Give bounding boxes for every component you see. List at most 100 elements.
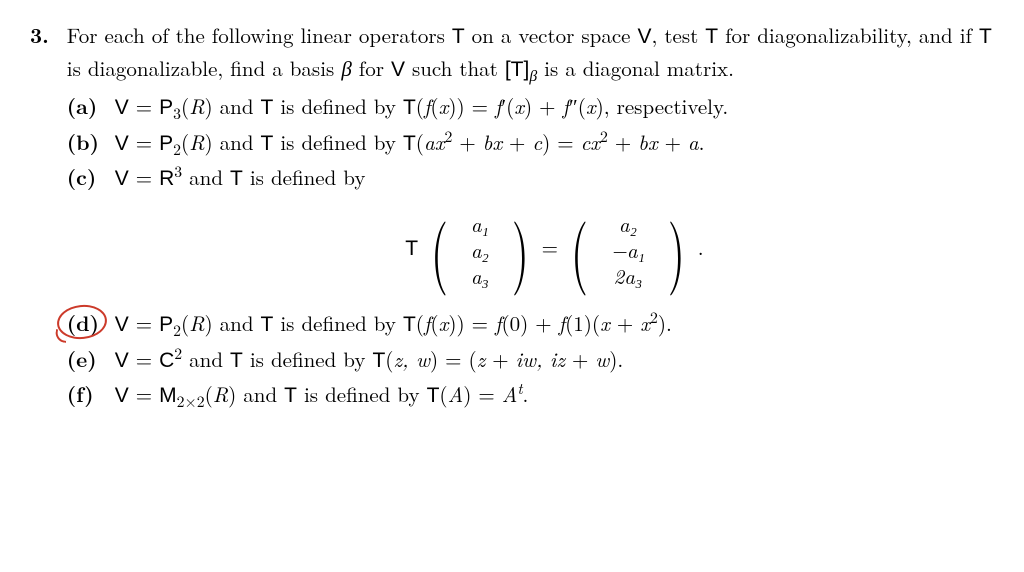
sym-V: V bbox=[115, 349, 129, 372]
part-label: (b) bbox=[67, 127, 101, 160]
txt: ) = bbox=[542, 127, 581, 157]
sym-M: M bbox=[159, 384, 177, 407]
sym-cx: cx bbox=[581, 127, 600, 157]
sup: 3 bbox=[174, 159, 182, 182]
stem-beta-sub: β bbox=[529, 63, 537, 86]
entry: a₂ bbox=[469, 237, 491, 263]
sym-x: x bbox=[600, 308, 610, 338]
dprime: ″ bbox=[569, 91, 578, 121]
txt: is defined by bbox=[297, 379, 427, 409]
sym-ax: ax bbox=[424, 127, 444, 157]
stem-text: , test bbox=[652, 20, 706, 50]
part-label: (d) bbox=[67, 308, 101, 341]
txt: + bbox=[608, 127, 638, 157]
txt: = bbox=[129, 308, 159, 338]
sym-P: P bbox=[159, 313, 173, 336]
txt: ). bbox=[658, 308, 672, 338]
txt: ( bbox=[416, 91, 424, 121]
txt: = bbox=[129, 379, 159, 409]
sym-bx: bx bbox=[483, 127, 502, 157]
sub: 2 bbox=[173, 318, 181, 341]
sym-x: x bbox=[514, 91, 524, 121]
txt: . bbox=[523, 379, 529, 409]
stem-text: such that bbox=[405, 53, 505, 83]
equals: = bbox=[542, 231, 565, 261]
sym-T: T bbox=[403, 96, 416, 119]
txt: is defined by bbox=[243, 344, 373, 374]
sym-V: V bbox=[115, 384, 129, 407]
sym-T: T bbox=[427, 384, 440, 407]
txt: = bbox=[129, 344, 159, 374]
column-vector-rhs: ( a₂ −a₁ 2a₃ ) bbox=[565, 209, 691, 292]
problem-number: 3. bbox=[30, 20, 49, 412]
stem-text: on a vector space bbox=[465, 20, 638, 50]
sym-z: z bbox=[477, 344, 486, 374]
txt: (1)( bbox=[565, 308, 600, 338]
sym-T: T bbox=[284, 384, 297, 407]
part-label: (a) bbox=[67, 91, 101, 124]
txt: ( bbox=[181, 127, 189, 157]
txt: = bbox=[129, 162, 159, 192]
sym-V: V bbox=[115, 132, 129, 155]
part-label: (c) bbox=[67, 162, 101, 305]
sym-V: V bbox=[115, 313, 129, 336]
txt: ( bbox=[439, 379, 447, 409]
sym-T: T bbox=[230, 349, 243, 372]
part-b: (b) V = P2(R) and T is defined by T(ax2 … bbox=[67, 127, 994, 160]
stem-text: for bbox=[352, 53, 391, 83]
txt: ( bbox=[205, 379, 213, 409]
sym-A: A bbox=[502, 379, 518, 409]
txt: + bbox=[658, 127, 688, 157]
entry: a₂ bbox=[609, 211, 647, 237]
txt: ( bbox=[416, 308, 424, 338]
sym-x: x bbox=[439, 91, 449, 121]
right-paren-icon: ) bbox=[668, 210, 685, 284]
part-text: V = P3(R) and T is defined by T(f(x)) = … bbox=[115, 91, 994, 124]
right-paren-icon: ) bbox=[512, 210, 529, 284]
txt: and bbox=[182, 162, 230, 192]
part-d: (d) V = P2(R) and T is defined by T(f(x)… bbox=[67, 308, 994, 341]
sym-V: V bbox=[115, 96, 129, 119]
txt: ) and bbox=[228, 379, 284, 409]
period: . bbox=[698, 231, 704, 261]
part-f: (f) V = M2×2(R) and T is defined by T(A)… bbox=[67, 379, 994, 412]
stem-text: is diagonalizable, find a basis bbox=[67, 53, 342, 83]
sup: 2 bbox=[174, 341, 182, 364]
txt: = bbox=[129, 91, 159, 121]
stem-text: For each of the following linear operato… bbox=[67, 20, 452, 50]
vector-entries: a₁ a₂ a₃ bbox=[461, 209, 499, 292]
problem-stem: For each of the following linear operato… bbox=[67, 20, 994, 85]
sym-x: x bbox=[586, 91, 596, 121]
txt: . bbox=[699, 127, 705, 157]
stem-T: T bbox=[705, 25, 718, 48]
sym-a: a bbox=[688, 127, 699, 157]
sym-bx: bx bbox=[638, 127, 657, 157]
sym-x: x bbox=[439, 308, 449, 338]
stem-T: T bbox=[452, 25, 465, 48]
stem-text: is a diagonal matrix. bbox=[537, 53, 734, 83]
part-e: (e) V = C2 and T is defined by T(z, w) =… bbox=[67, 344, 994, 377]
txt: ), respectively. bbox=[596, 91, 729, 121]
sup: 2 bbox=[600, 124, 608, 147]
txt: (0) + bbox=[501, 308, 558, 338]
part-label: (f) bbox=[67, 379, 101, 412]
stem-V: V bbox=[637, 25, 651, 48]
part-text: V = C2 and T is defined by T(z, w) = (z … bbox=[115, 344, 994, 377]
sup: 2 bbox=[650, 305, 658, 328]
sym-R: R bbox=[189, 91, 204, 121]
parts-list: (a) V = P3(R) and T is defined by T(f(x)… bbox=[67, 91, 994, 412]
sym-T: T bbox=[372, 349, 385, 372]
txt: is defined by bbox=[273, 127, 403, 157]
part-text: V = P2(R) and T is defined by T(f(x)) = … bbox=[115, 308, 994, 341]
txt: is defined by bbox=[273, 308, 403, 338]
stem-V: V bbox=[391, 58, 405, 81]
part-text: V = P2(R) and T is defined by T(ax2 + bx… bbox=[115, 127, 994, 160]
sym-w: w bbox=[595, 344, 609, 374]
txt: ). bbox=[609, 344, 623, 374]
txt: = bbox=[129, 127, 159, 157]
sym-T: T bbox=[230, 167, 243, 190]
sym-V: V bbox=[115, 167, 129, 190]
sym-c: c bbox=[532, 127, 542, 157]
sym-T: T bbox=[261, 96, 274, 119]
problem: 3. For each of the following linear oper… bbox=[30, 20, 994, 412]
